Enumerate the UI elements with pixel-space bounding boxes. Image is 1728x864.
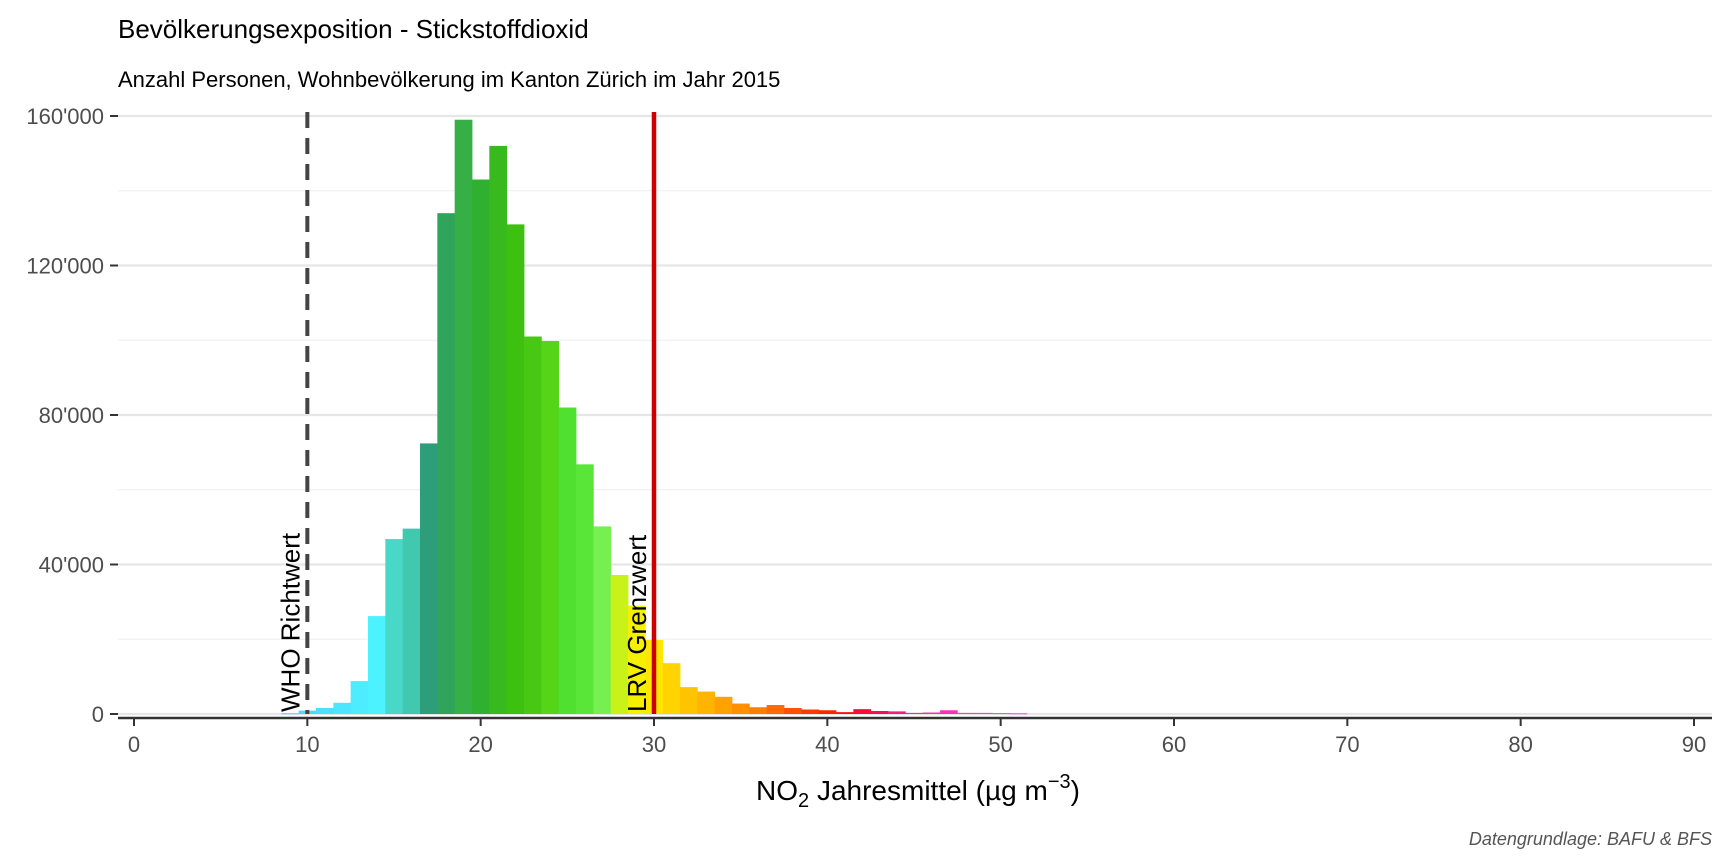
histogram-bar bbox=[281, 713, 300, 715]
histogram-bar bbox=[905, 712, 924, 714]
histogram-bar bbox=[992, 713, 1010, 715]
histogram-bar bbox=[922, 712, 941, 714]
histogram-bar bbox=[680, 687, 698, 714]
reference-line-label: LRV Grenzwert bbox=[622, 534, 652, 712]
y-tick-label: 160'000 bbox=[26, 104, 104, 129]
histogram-bar bbox=[714, 696, 733, 714]
histogram-bar bbox=[576, 464, 594, 714]
histogram-bar bbox=[801, 709, 820, 714]
histogram-bar bbox=[437, 213, 456, 715]
histogram-bar bbox=[472, 179, 490, 715]
x-tick-label: 50 bbox=[988, 732, 1012, 757]
histogram-bar bbox=[316, 708, 334, 714]
histogram-bar bbox=[766, 705, 785, 714]
x-tick-label: 20 bbox=[468, 732, 492, 757]
histogram-bar bbox=[628, 605, 646, 714]
x-tick-label: 70 bbox=[1335, 732, 1359, 757]
histogram-bar bbox=[558, 407, 577, 714]
chart-caption: Datengrundlage: BAFU & BFS bbox=[1469, 829, 1712, 849]
histogram-bar bbox=[333, 702, 352, 714]
y-tick-label: 40'000 bbox=[39, 553, 104, 578]
histogram-bar bbox=[974, 712, 993, 714]
histogram-bar bbox=[732, 703, 750, 714]
histogram-bar bbox=[506, 224, 525, 714]
histogram-bar bbox=[593, 526, 612, 714]
x-axis-label: NO2 Jahresmittel (µg m−3) bbox=[756, 771, 1080, 812]
histogram-bar bbox=[853, 709, 872, 714]
chart-subtitle: Anzahl Personen, Wohnbevölkerung im Kant… bbox=[118, 67, 780, 92]
x-tick-label: 80 bbox=[1508, 732, 1532, 757]
histogram-bar bbox=[454, 119, 473, 715]
x-tick-label: 0 bbox=[128, 732, 140, 757]
y-tick-label: 0 bbox=[92, 702, 104, 727]
y-tick-label: 120'000 bbox=[26, 254, 104, 279]
x-axis-label-end: ) bbox=[1071, 775, 1080, 806]
x-axis-label-sub: 2 bbox=[798, 790, 809, 812]
histogram-bar bbox=[1009, 713, 1028, 715]
histogram-bar bbox=[368, 616, 386, 714]
histogram-bar bbox=[836, 712, 854, 714]
x-tick-label: 10 bbox=[295, 732, 319, 757]
axes: 0 10 20 30 40 50 60 70 80 90 0 40'000 80'000 120'000 1… bbox=[26, 104, 1712, 757]
chart-title: Bevölkerungsexposition - Stickstoffdioxi… bbox=[118, 14, 589, 44]
reference-lines: WHO Richtwert LRV Grenzwert bbox=[275, 112, 657, 714]
histogram-bar bbox=[420, 443, 438, 714]
reference-line-label: WHO Richtwert bbox=[275, 532, 305, 712]
histogram-bar bbox=[870, 711, 889, 714]
histogram-bar bbox=[610, 574, 629, 714]
histogram-bar bbox=[489, 145, 508, 714]
histogram-bar bbox=[662, 663, 681, 714]
histogram-bar bbox=[350, 681, 369, 714]
x-tick-label: 60 bbox=[1162, 732, 1186, 757]
y-tick-label: 80'000 bbox=[39, 403, 104, 428]
histogram-bar bbox=[541, 340, 560, 714]
histogram-bar bbox=[524, 336, 542, 714]
histogram-bar bbox=[385, 539, 404, 714]
histogram-bar bbox=[940, 710, 958, 714]
histogram-bar bbox=[818, 710, 837, 714]
x-axis-label-sup: −3 bbox=[1048, 771, 1071, 793]
histogram-bar bbox=[402, 528, 421, 714]
histogram-bar bbox=[957, 712, 976, 714]
x-tick-label: 40 bbox=[815, 732, 839, 757]
histogram-bar bbox=[888, 711, 906, 714]
histogram-bar bbox=[697, 691, 716, 714]
x-axis-label-mid: Jahresmittel (µg m bbox=[809, 775, 1048, 806]
x-tick-label: 30 bbox=[642, 732, 666, 757]
x-tick-label: 90 bbox=[1682, 732, 1706, 757]
histogram-bar bbox=[749, 707, 768, 714]
histogram-bar bbox=[784, 708, 802, 714]
grid-lines bbox=[118, 114, 1712, 716]
x-axis-label-base: NO bbox=[756, 775, 798, 806]
